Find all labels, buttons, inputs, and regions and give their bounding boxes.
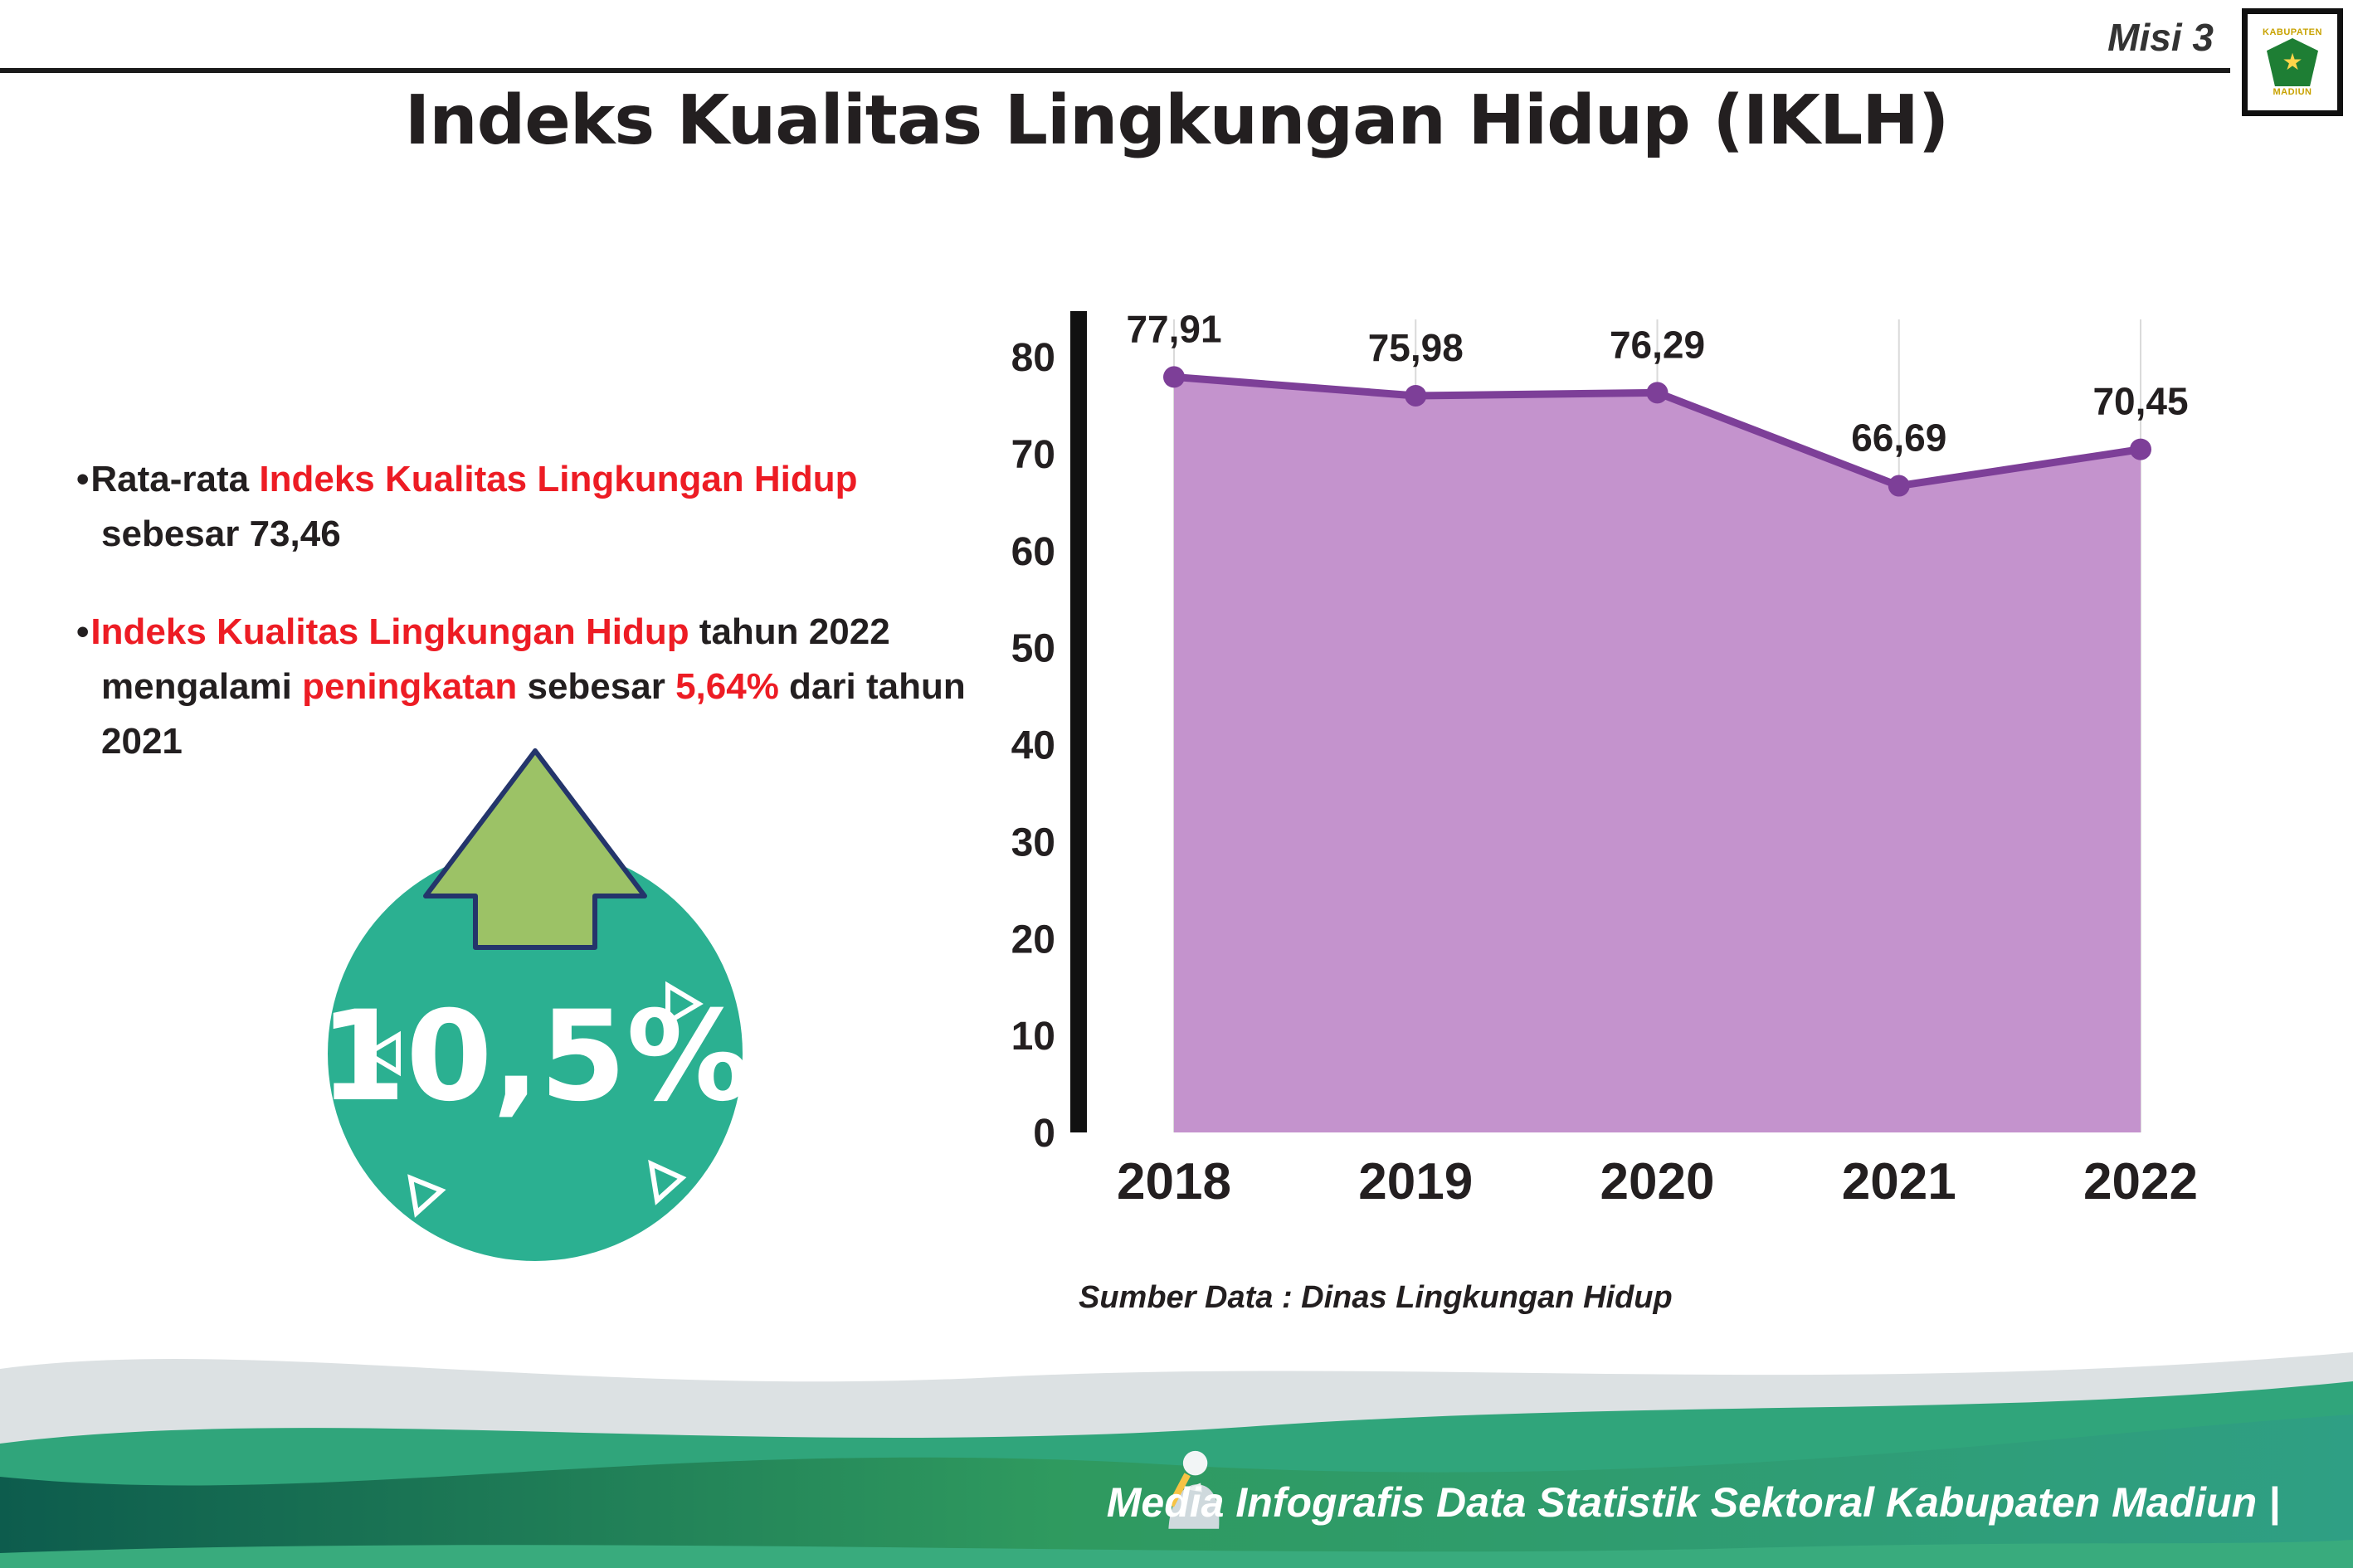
misi-label: Misi 3	[2107, 16, 2214, 59]
text-segment: Indeks Kualitas Lingkungan Hidup	[259, 459, 858, 499]
page-title: Indeks Kualitas Lingkungan Hidup (IKLH)	[404, 81, 1950, 160]
text-segment: sebesar 73,46	[101, 514, 341, 554]
y-tick-label: 50	[1011, 627, 1055, 671]
text-segment: Indeks Kualitas Lingkungan Hidup	[90, 611, 689, 652]
y-tick-label: 60	[1011, 530, 1055, 574]
text-segment: peningkatan	[302, 666, 518, 707]
y-tick-label: 70	[1011, 433, 1055, 477]
iklh-chart: 77,91 75,98 76,29 66,69 70,45 0 10 20 30 40 50 60 70…	[971, 295, 2199, 1316]
wave-bottom-edge	[0, 1540, 2353, 1568]
increase-badge: 10,5%	[319, 748, 751, 1261]
logo-text-bottom: MADIUN	[2273, 87, 2312, 97]
x-tick-label: 2018	[1117, 1153, 1231, 1210]
logo-shield-icon: ★	[2267, 38, 2318, 86]
bullet-text: Rata-rata Indeks Kualitas Lingkungan Hid…	[90, 459, 857, 554]
data-point	[1888, 475, 1910, 497]
text-segment: Rata-rata	[90, 459, 260, 499]
kabupaten-madiun-logo: KABUPATEN ★ MADIUN	[2242, 8, 2343, 116]
data-point	[1163, 366, 1185, 388]
value-label: 70,45	[2092, 380, 2188, 423]
mascot-icon	[1167, 1450, 1220, 1529]
x-tick-label: 2022	[2083, 1153, 2198, 1210]
x-tick-label: 2019	[1358, 1153, 1473, 1210]
tick-triangle-icon	[363, 1030, 401, 1077]
y-tick-label: 0	[1033, 1112, 1055, 1156]
y-tick-label: 10	[1011, 1015, 1055, 1059]
key-findings: Rata-rata Indeks Kualitas Lingkungan Hid…	[76, 452, 968, 812]
data-point	[1405, 384, 1427, 407]
y-axis	[1070, 311, 1087, 1132]
tick-triangle-icon	[665, 981, 704, 1027]
x-tick-label: 2020	[1600, 1153, 1715, 1210]
text-segment: dari tahun 2021	[101, 666, 966, 762]
tick-triangle-icon	[648, 1159, 687, 1205]
header-divider	[0, 68, 2230, 73]
value-label: 66,69	[1851, 416, 1946, 460]
value-label: 76,29	[1610, 323, 1705, 366]
data-point	[2130, 438, 2151, 460]
value-label: 77,91	[1126, 307, 1221, 350]
logo-text-top: KABUPATEN	[2263, 27, 2322, 37]
tick-triangle-icon	[407, 1174, 446, 1218]
x-tick-label: 2021	[1842, 1153, 1956, 1210]
star-icon: ★	[2282, 49, 2303, 75]
footer-credit: Media Infografis Data Statistik Sektoral…	[1106, 1479, 2280, 1526]
value-label: 75,98	[1368, 326, 1464, 369]
bullet-text: Indeks Kualitas Lingkungan Hidup tahun 2…	[90, 611, 965, 762]
bullet-item-average: Rata-rata Indeks Kualitas Lingkungan Hid…	[76, 452, 968, 562]
y-tick-label: 40	[1011, 724, 1055, 768]
iklh-area-chart: 77,91 75,98 76,29 66,69 70,45 0 10 20 30 40 50 60 70…	[1011, 307, 2198, 1210]
data-point	[1646, 382, 1669, 404]
badge-value: 10,5%	[319, 985, 751, 1129]
text-segment: tahun 2022 mengalami	[101, 611, 890, 707]
badge-circle	[328, 846, 743, 1261]
y-tick-label: 80	[1011, 336, 1055, 380]
text-segment: 5,64%	[675, 666, 779, 707]
area-fill	[1174, 377, 2141, 1132]
up-arrow-icon	[423, 748, 647, 950]
chart-source-note: Sumber Data : Dinas Lingkungan Hidup	[1079, 1280, 1673, 1315]
text-segment: sebesar	[517, 666, 676, 707]
y-tick-label: 20	[1011, 918, 1055, 962]
y-tick-label: 30	[1011, 821, 1055, 864]
bullet-item-increase: Indeks Kualitas Lingkungan Hidup tahun 2…	[76, 605, 968, 769]
